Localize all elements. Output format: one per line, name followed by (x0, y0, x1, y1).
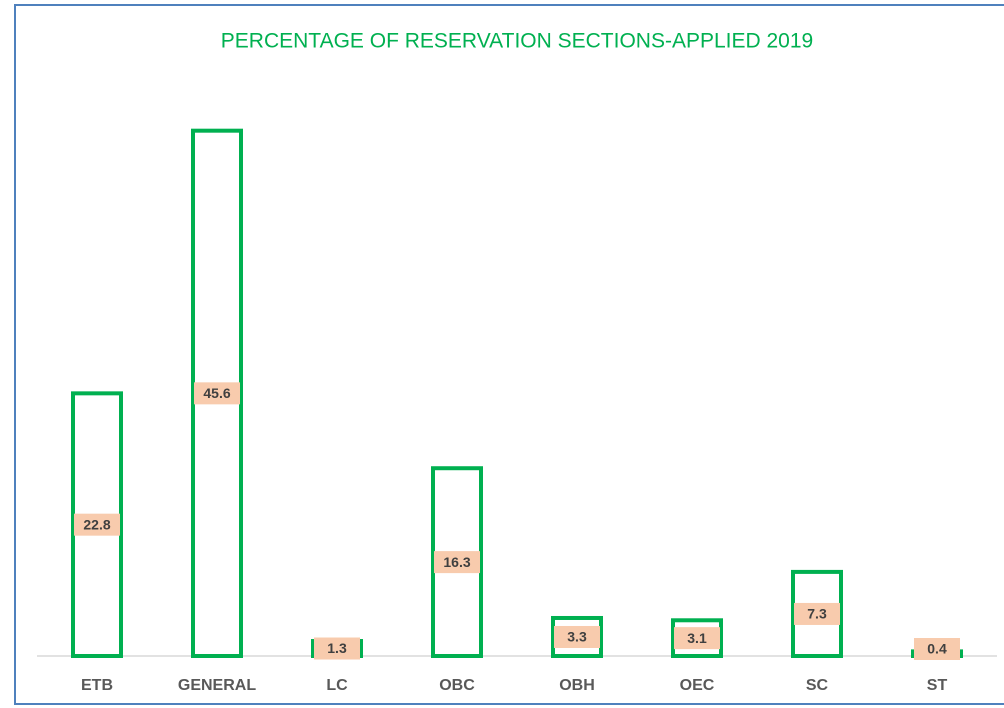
value-label: 1.3 (327, 640, 347, 656)
chart-title: PERCENTAGE OF RESERVATION SECTIONS-APPLI… (221, 30, 813, 53)
x-tick-label: SC (806, 677, 829, 694)
value-label: 3.1 (687, 630, 707, 646)
value-label: 3.3 (567, 629, 587, 645)
value-label-bg (434, 551, 480, 574)
x-tick-label: OBH (559, 677, 595, 694)
value-label: 16.3 (443, 554, 470, 570)
value-label-bg (794, 602, 840, 625)
value-label: 45.6 (203, 385, 230, 401)
x-tick-label: ST (927, 677, 948, 694)
chart-frame (14, 4, 1004, 705)
x-tick-label: GENERAL (178, 677, 256, 694)
value-label: 0.4 (927, 641, 947, 657)
value-label-bg (554, 625, 600, 648)
x-tick-label: OBC (439, 677, 475, 694)
x-tick-label: LC (326, 677, 348, 694)
value-label-bg (674, 627, 720, 650)
value-label-bg (74, 513, 120, 536)
x-tick-label: ETB (81, 677, 113, 694)
value-label-bg (914, 638, 960, 660)
value-label-bg (314, 637, 360, 660)
value-label: 7.3 (807, 606, 827, 622)
value-label-bg (194, 382, 240, 405)
x-tick-label: OEC (680, 677, 715, 694)
value-label: 22.8 (83, 516, 110, 532)
